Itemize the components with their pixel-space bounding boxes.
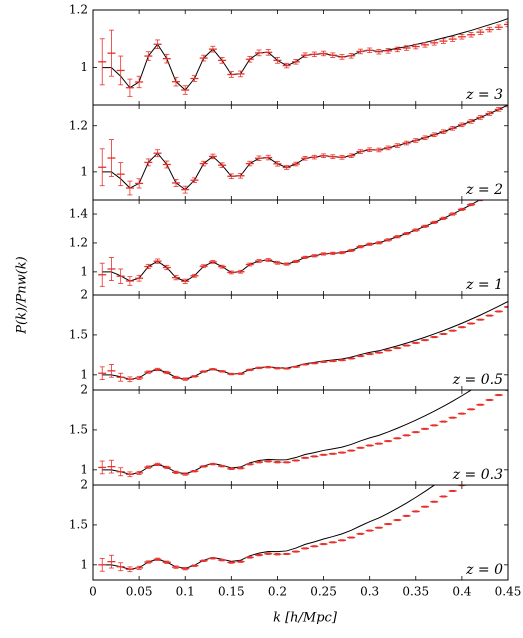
y-tick-label: 1 — [80, 164, 88, 178]
panel-annotation: z = 3 — [465, 87, 503, 103]
theory-line — [102, 105, 508, 191]
x-tick-label: 0.25 — [310, 585, 337, 599]
y-tick-label: 1.2 — [69, 3, 88, 17]
y-tick-label: 1.2 — [69, 235, 88, 249]
x-tick-label: 0.2 — [268, 585, 287, 599]
y-tick-label: 1.4 — [69, 207, 88, 221]
x-tick-label: 0.35 — [402, 585, 429, 599]
plot-area — [98, 485, 466, 573]
y-tick-label: 2 — [80, 288, 88, 302]
y-axis-label: P(k)/Pnw(k) — [15, 256, 30, 334]
plot-area — [98, 105, 508, 196]
y-tick-label: 1 — [80, 462, 88, 476]
y-tick-label: 1.5 — [69, 422, 88, 436]
x-tick-label: 0.45 — [495, 585, 522, 599]
y-tick-label: 1.5 — [69, 327, 88, 341]
panel-frame — [92, 484, 509, 581]
y-tick-label: 1 — [80, 367, 88, 381]
x-tick-label: 0 — [89, 585, 97, 599]
panel-annotation: z = 2 — [465, 182, 503, 198]
x-tick-label: 0.3 — [360, 585, 379, 599]
x-tick-label: 0.05 — [126, 585, 153, 599]
theory-line — [102, 300, 508, 380]
y-tick-label: 1 — [80, 264, 88, 278]
plot-area — [98, 18, 508, 97]
y-tick-label: 1 — [80, 60, 88, 74]
panel-frame — [92, 389, 509, 486]
y-tick-label: 1.2 — [69, 118, 88, 132]
y-tick-label: 1.5 — [69, 517, 88, 531]
plot-area — [98, 390, 508, 478]
panel-frame — [92, 294, 509, 391]
panel-annotation: z = 0 — [465, 562, 503, 578]
x-tick-label: 0.1 — [176, 585, 195, 599]
x-tick-label: 0.15 — [218, 585, 245, 599]
panel-frame — [92, 199, 509, 296]
panel: 1 1.5 2 z = 0.5 — [69, 288, 509, 391]
panel-frame — [92, 9, 509, 106]
panel-annotation: z = 1 — [465, 277, 503, 293]
theory-line — [102, 485, 436, 570]
panel: 1 1.5 2 z = 0.3 — [69, 383, 509, 486]
x-axis-label: k [h/Mpc] — [273, 611, 338, 626]
y-tick-label: 2 — [80, 383, 88, 397]
y-tick-label: 2 — [80, 478, 88, 492]
panel: 1 1.2 1.4 z = 1 — [69, 199, 509, 296]
panel: 0 0.05 0.1 0.15 0.2 0.25 0.3 0.35 0.4 0.45 1 1.5 2 z … — [69, 478, 522, 599]
panel: 1 1.2 z = 2 — [69, 104, 509, 201]
panel-frame — [92, 104, 509, 201]
y-tick-label: 1 — [80, 557, 88, 571]
panel-annotation: z = 0.5 — [452, 372, 503, 388]
x-tick-label: 0.4 — [452, 585, 471, 599]
panel: 1 1.2 z = 3 — [69, 3, 509, 106]
theory-line — [102, 390, 473, 475]
panel-annotation: z = 0.3 — [452, 467, 503, 483]
plot-area — [98, 200, 485, 287]
plot-area — [98, 300, 508, 383]
theory-line — [102, 200, 481, 282]
